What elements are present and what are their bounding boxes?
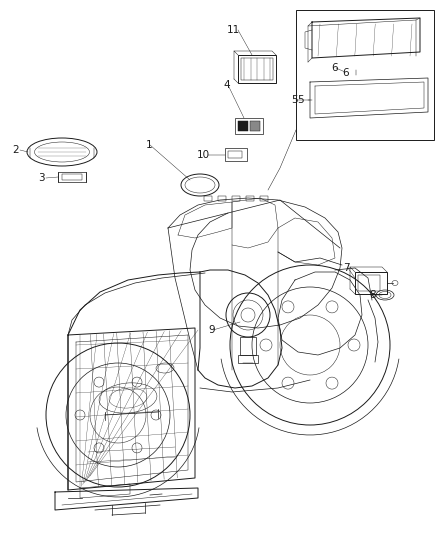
Text: 1: 1 (145, 140, 152, 150)
Text: 5: 5 (297, 95, 304, 105)
Bar (238, 55, 276, 83)
Text: 6: 6 (332, 63, 338, 73)
Text: 5: 5 (291, 95, 298, 105)
Bar (358, 275, 380, 291)
Text: 2: 2 (12, 145, 19, 155)
Bar (246, 196, 254, 201)
Text: 7: 7 (343, 263, 350, 273)
Bar (238, 121, 248, 131)
Bar (260, 196, 268, 201)
Bar (204, 196, 212, 201)
Bar (241, 58, 273, 80)
Text: 11: 11 (227, 25, 240, 35)
Bar (225, 148, 247, 161)
Bar (58, 172, 86, 182)
Text: 3: 3 (38, 173, 45, 183)
Text: 6: 6 (343, 68, 350, 78)
Bar (250, 121, 260, 131)
Bar (240, 337, 256, 355)
Bar (235, 118, 263, 134)
Bar (62, 174, 82, 180)
Text: 10: 10 (197, 150, 210, 160)
Text: 4: 4 (223, 80, 230, 90)
Bar (238, 355, 258, 363)
Bar (296, 10, 434, 140)
Bar (355, 272, 387, 294)
Bar (232, 196, 240, 201)
Text: 9: 9 (208, 325, 215, 335)
Bar (218, 196, 226, 201)
Text: 8: 8 (369, 290, 376, 300)
Bar (228, 151, 242, 158)
